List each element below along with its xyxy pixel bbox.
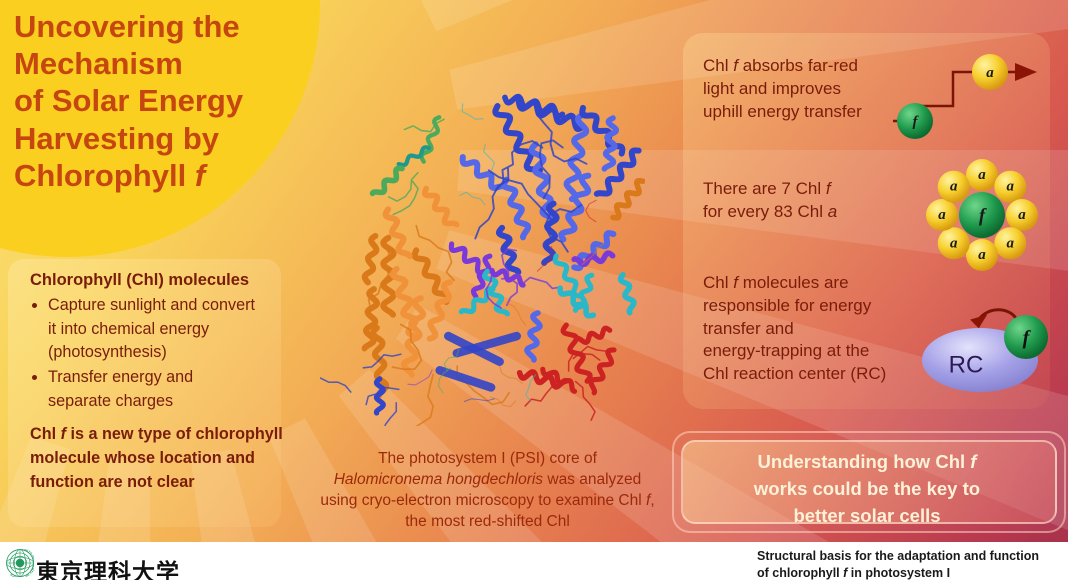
svg-text:a: a [978,247,986,263]
svg-text:a: a [978,167,986,183]
svg-text:a: a [950,235,958,251]
svg-text:RC: RC [949,352,984,379]
svg-text:a: a [1018,207,1026,223]
svg-text:a: a [938,207,946,223]
svg-text:a: a [986,65,994,81]
svg-text:a: a [950,179,958,195]
svg-text:a: a [1007,235,1015,251]
svg-text:a: a [1007,179,1015,195]
